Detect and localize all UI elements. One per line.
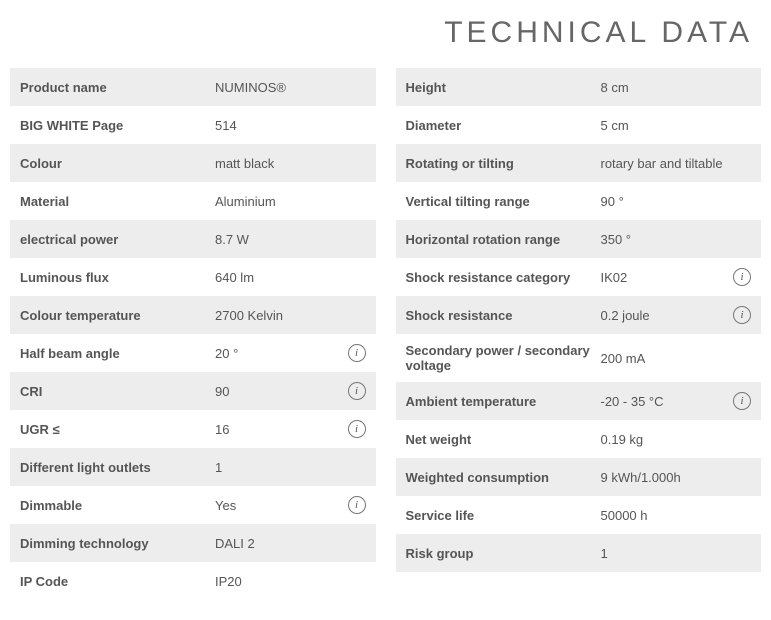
spec-value: NUMINOS® (215, 80, 366, 95)
spec-row: IP CodeIP20 (10, 562, 376, 600)
spec-label: Ambient temperature (406, 394, 601, 409)
spec-value: -20 - 35 °C (601, 394, 728, 409)
spec-label: Horizontal rotation range (406, 232, 601, 247)
spec-label: Luminous flux (20, 270, 215, 285)
info-icon[interactable]: i (733, 306, 751, 324)
spec-label: Secondary power / secondary voltage (406, 343, 601, 373)
spec-row: Height8 cm (396, 68, 762, 106)
spec-label: Different light outlets (20, 460, 215, 475)
spec-label: Net weight (406, 432, 601, 447)
spec-label: Risk group (406, 546, 601, 561)
info-icon[interactable]: i (348, 382, 366, 400)
spec-row: DimmableYesi (10, 486, 376, 524)
spec-label: Diameter (406, 118, 601, 133)
spec-value: 50000 h (601, 508, 752, 523)
spec-row: electrical power8.7 W (10, 220, 376, 258)
spec-value: 2700 Kelvin (215, 308, 366, 323)
spec-row: Diameter5 cm (396, 106, 762, 144)
spec-label: CRI (20, 384, 215, 399)
page-title: TECHNICAL DATA (0, 0, 771, 68)
spec-value: 0.19 kg (601, 432, 752, 447)
spec-row: Weighted consumption9 kWh/1.000h (396, 458, 762, 496)
right-column: Height8 cmDiameter5 cmRotating or tiltin… (396, 68, 762, 600)
spec-value: 5 cm (601, 118, 752, 133)
spec-value: DALI 2 (215, 536, 366, 551)
spec-label: Height (406, 80, 601, 95)
spec-value: matt black (215, 156, 366, 171)
spec-value: 640 lm (215, 270, 366, 285)
spec-label: Rotating or tilting (406, 156, 601, 171)
spec-value: 9 kWh/1.000h (601, 470, 752, 485)
spec-row: Secondary power / secondary voltage200 m… (396, 334, 762, 382)
spec-value: 0.2 joule (601, 308, 728, 323)
spec-value: 8.7 W (215, 232, 366, 247)
spec-row: Service life50000 h (396, 496, 762, 534)
spec-row: BIG WHITE Page514 (10, 106, 376, 144)
spec-columns: Product nameNUMINOS®BIG WHITE Page514Col… (0, 68, 771, 600)
info-icon[interactable]: i (348, 420, 366, 438)
info-icon[interactable]: i (348, 344, 366, 362)
spec-row: Luminous flux640 lm (10, 258, 376, 296)
spec-row: Vertical tilting range90 ° (396, 182, 762, 220)
spec-label: Colour (20, 156, 215, 171)
spec-label: IP Code (20, 574, 215, 589)
spec-value: Yes (215, 498, 342, 513)
spec-row: Half beam angle20 ° i (10, 334, 376, 372)
spec-row: Shock resistance categoryIK02 i (396, 258, 762, 296)
info-icon[interactable]: i (733, 268, 751, 286)
spec-row: Ambient temperature-20 - 35 °C i (396, 382, 762, 420)
spec-label: BIG WHITE Page (20, 118, 215, 133)
spec-row: Net weight0.19 kg (396, 420, 762, 458)
spec-value: 200 mA (601, 351, 752, 366)
spec-row: Shock resistance0.2 joule i (396, 296, 762, 334)
spec-label: Colour temperature (20, 308, 215, 323)
spec-value: 1 (601, 546, 752, 561)
spec-value: 90 (215, 384, 342, 399)
spec-value: 514 (215, 118, 366, 133)
spec-row: Horizontal rotation range350 ° (396, 220, 762, 258)
spec-label: UGR ≤ (20, 422, 215, 437)
spec-value: 16 (215, 422, 342, 437)
spec-label: electrical power (20, 232, 215, 247)
spec-value: IP20 (215, 574, 366, 589)
spec-label: Product name (20, 80, 215, 95)
spec-value: 350 ° (601, 232, 752, 247)
spec-label: Dimmable (20, 498, 215, 513)
spec-value: IK02 (601, 270, 728, 285)
spec-row: CRI90 i (10, 372, 376, 410)
info-icon[interactable]: i (733, 392, 751, 410)
spec-value: rotary bar and tiltable (601, 156, 752, 171)
left-column: Product nameNUMINOS®BIG WHITE Page514Col… (10, 68, 376, 600)
spec-value: 90 ° (601, 194, 752, 209)
spec-row: UGR ≤16 i (10, 410, 376, 448)
spec-label: Vertical tilting range (406, 194, 601, 209)
spec-row: Colour temperature2700 Kelvin (10, 296, 376, 334)
spec-row: Dimming technologyDALI 2 (10, 524, 376, 562)
info-icon[interactable]: i (348, 496, 366, 514)
spec-row: Rotating or tiltingrotary bar and tiltab… (396, 144, 762, 182)
spec-label: Half beam angle (20, 346, 215, 361)
spec-value: 20 ° (215, 346, 342, 361)
spec-label: Weighted consumption (406, 470, 601, 485)
spec-value: 1 (215, 460, 366, 475)
spec-label: Dimming technology (20, 536, 215, 551)
spec-label: Shock resistance category (406, 270, 601, 285)
spec-row: Risk group1 (396, 534, 762, 572)
spec-value: Aluminium (215, 194, 366, 209)
spec-value: 8 cm (601, 80, 752, 95)
spec-row: MaterialAluminium (10, 182, 376, 220)
spec-label: Shock resistance (406, 308, 601, 323)
spec-row: Colourmatt black (10, 144, 376, 182)
spec-label: Material (20, 194, 215, 209)
spec-label: Service life (406, 508, 601, 523)
spec-row: Product nameNUMINOS® (10, 68, 376, 106)
spec-row: Different light outlets1 (10, 448, 376, 486)
